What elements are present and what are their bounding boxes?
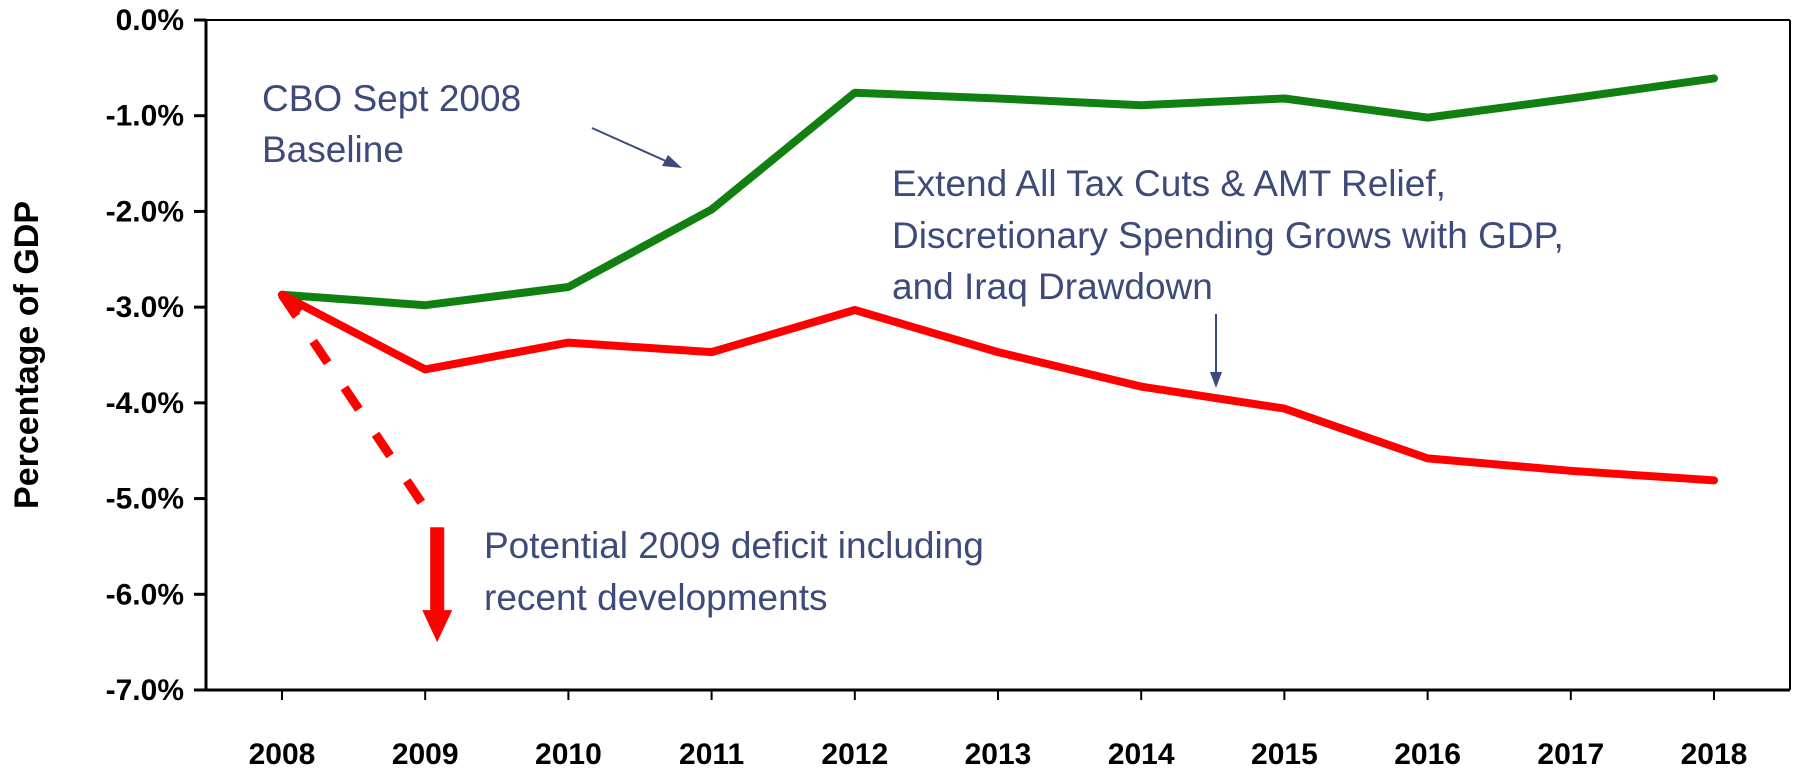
annotation-potential: Potential 2009 deficit including recent …: [484, 525, 984, 618]
x-axis-ticks: 2008 2009 2010 2011 2012 2013 2014 2015 2016 2017…: [249, 690, 1748, 771]
potential-deficit-arrow-shaft: [430, 527, 445, 613]
annotation-extend-line2: Discretionary Spending Grows with GDP,: [892, 215, 1564, 256]
x-tick-label: 2013: [965, 738, 1032, 771]
annotation-extend-line1: Extend All Tax Cuts & AMT Relief,: [892, 163, 1446, 204]
annotation-extend-arrowhead: [1210, 372, 1222, 388]
x-tick-label: 2017: [1537, 738, 1604, 771]
x-tick-label: 2009: [392, 738, 459, 771]
potential-deficit-projection: [278, 292, 453, 643]
y-axis-label: Percentage of GDP: [8, 201, 46, 509]
x-tick-label: 2008: [249, 738, 316, 771]
y-tick-label: -7.0%: [106, 674, 184, 707]
y-tick-label: 0.0%: [116, 4, 184, 37]
y-tick-label: -1.0%: [106, 100, 184, 133]
series-line-0: [278, 74, 1718, 310]
annotation-baseline-line2: Baseline: [262, 129, 404, 170]
annotation-potential-line2: recent developments: [484, 577, 827, 618]
x-tick-label: 2010: [535, 738, 602, 771]
y-tick-label: -2.0%: [106, 195, 184, 228]
annotation-potential-line1: Potential 2009 deficit including: [484, 525, 984, 566]
annotation-extend: Extend All Tax Cuts & AMT Relief, Discre…: [892, 163, 1564, 388]
series-line-1: [278, 290, 1718, 485]
x-tick-label: 2011: [679, 738, 744, 771]
x-tick-label: 2014: [1108, 738, 1175, 771]
x-tick-label: 2015: [1251, 738, 1318, 771]
x-tick-label: 2012: [821, 738, 888, 771]
annotation-baseline: CBO Sept 2008 Baseline: [262, 78, 682, 170]
y-tick-label: -6.0%: [106, 578, 184, 611]
projection-dashed-line: [278, 292, 429, 511]
annotation-extend-line3: and Iraq Drawdown: [892, 266, 1213, 307]
x-tick-label: 2018: [1681, 738, 1748, 771]
annotation-baseline-arrowhead: [662, 155, 682, 168]
series-lines: [278, 74, 1718, 485]
projection-start-arrowhead: [282, 294, 306, 319]
y-tick-label: -4.0%: [106, 387, 184, 420]
annotation-baseline-line1: CBO Sept 2008: [262, 78, 521, 119]
potential-deficit-arrowhead: [422, 610, 453, 643]
annotation-baseline-arrow: [591, 127, 669, 163]
y-tick-label: -5.0%: [106, 483, 184, 516]
x-tick-label: 2016: [1394, 738, 1461, 771]
y-axis-ticks: 0.0% -1.0% -2.0% -3.0% -4.0% -5.0% -6.0% -7.0%: [106, 4, 206, 707]
y-tick-label: -3.0%: [106, 291, 184, 324]
